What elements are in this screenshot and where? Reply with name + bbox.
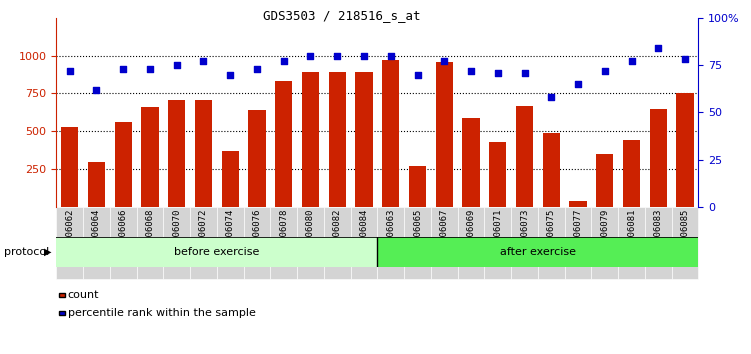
Bar bbox=[275, 81, 292, 207]
Point bbox=[653, 45, 665, 51]
Text: GDS3503 / 218516_s_at: GDS3503 / 218516_s_at bbox=[263, 9, 421, 22]
Point bbox=[545, 95, 557, 100]
Bar bbox=[56, 237, 378, 267]
Text: after exercise: after exercise bbox=[500, 247, 576, 257]
Point bbox=[170, 62, 182, 68]
Bar bbox=[270, 207, 297, 279]
Bar bbox=[137, 207, 164, 279]
Bar bbox=[141, 107, 158, 207]
Bar bbox=[163, 207, 190, 279]
Bar bbox=[409, 166, 427, 207]
Bar bbox=[190, 207, 217, 279]
Point bbox=[144, 66, 156, 72]
Bar bbox=[489, 142, 506, 207]
Bar bbox=[511, 207, 538, 279]
Bar bbox=[516, 105, 533, 207]
Bar bbox=[114, 122, 132, 207]
Point bbox=[465, 68, 477, 74]
Bar bbox=[222, 151, 239, 207]
Point bbox=[572, 81, 584, 87]
Point bbox=[518, 70, 530, 75]
Point bbox=[251, 66, 263, 72]
Bar bbox=[677, 93, 694, 207]
Bar bbox=[195, 99, 213, 207]
Bar bbox=[378, 237, 698, 267]
Point bbox=[599, 68, 611, 74]
Bar bbox=[351, 207, 377, 279]
Text: percentile rank within the sample: percentile rank within the sample bbox=[68, 308, 255, 318]
Bar bbox=[542, 133, 560, 207]
Bar bbox=[302, 72, 319, 207]
Bar bbox=[671, 207, 698, 279]
Bar bbox=[404, 207, 431, 279]
Bar bbox=[457, 207, 484, 279]
Point bbox=[412, 72, 424, 78]
Bar bbox=[645, 207, 671, 279]
Bar bbox=[569, 201, 587, 207]
Point bbox=[358, 53, 370, 58]
Bar bbox=[618, 207, 645, 279]
Text: protocol: protocol bbox=[4, 247, 49, 257]
Bar bbox=[328, 72, 346, 207]
Text: count: count bbox=[68, 290, 99, 300]
Bar bbox=[110, 207, 137, 279]
Bar bbox=[56, 207, 83, 279]
Bar bbox=[168, 99, 185, 207]
Bar bbox=[623, 141, 641, 207]
Text: before exercise: before exercise bbox=[174, 247, 260, 257]
Bar bbox=[83, 207, 110, 279]
Point bbox=[679, 57, 691, 62]
Bar bbox=[484, 207, 511, 279]
Bar bbox=[88, 162, 105, 207]
Point bbox=[626, 58, 638, 64]
Point bbox=[90, 87, 102, 92]
Bar bbox=[650, 109, 667, 207]
Bar bbox=[324, 207, 351, 279]
Bar bbox=[592, 207, 618, 279]
Point bbox=[385, 53, 397, 58]
Text: ▶: ▶ bbox=[44, 247, 51, 257]
Point bbox=[304, 53, 316, 58]
Bar bbox=[61, 127, 78, 207]
Bar bbox=[596, 154, 614, 207]
Bar bbox=[297, 207, 324, 279]
Bar bbox=[249, 110, 266, 207]
Bar bbox=[565, 207, 592, 279]
Point bbox=[439, 58, 451, 64]
Bar bbox=[538, 207, 565, 279]
Bar bbox=[436, 62, 453, 207]
Bar bbox=[378, 207, 404, 279]
Point bbox=[225, 72, 237, 78]
Point bbox=[331, 53, 343, 58]
Point bbox=[492, 70, 504, 75]
Bar bbox=[463, 118, 480, 207]
Bar bbox=[431, 207, 457, 279]
Point bbox=[278, 58, 290, 64]
Bar bbox=[243, 207, 270, 279]
Bar bbox=[355, 72, 372, 207]
Point bbox=[64, 68, 76, 74]
Point bbox=[117, 66, 129, 72]
Point bbox=[198, 58, 210, 64]
Bar bbox=[217, 207, 243, 279]
Bar bbox=[382, 60, 400, 207]
